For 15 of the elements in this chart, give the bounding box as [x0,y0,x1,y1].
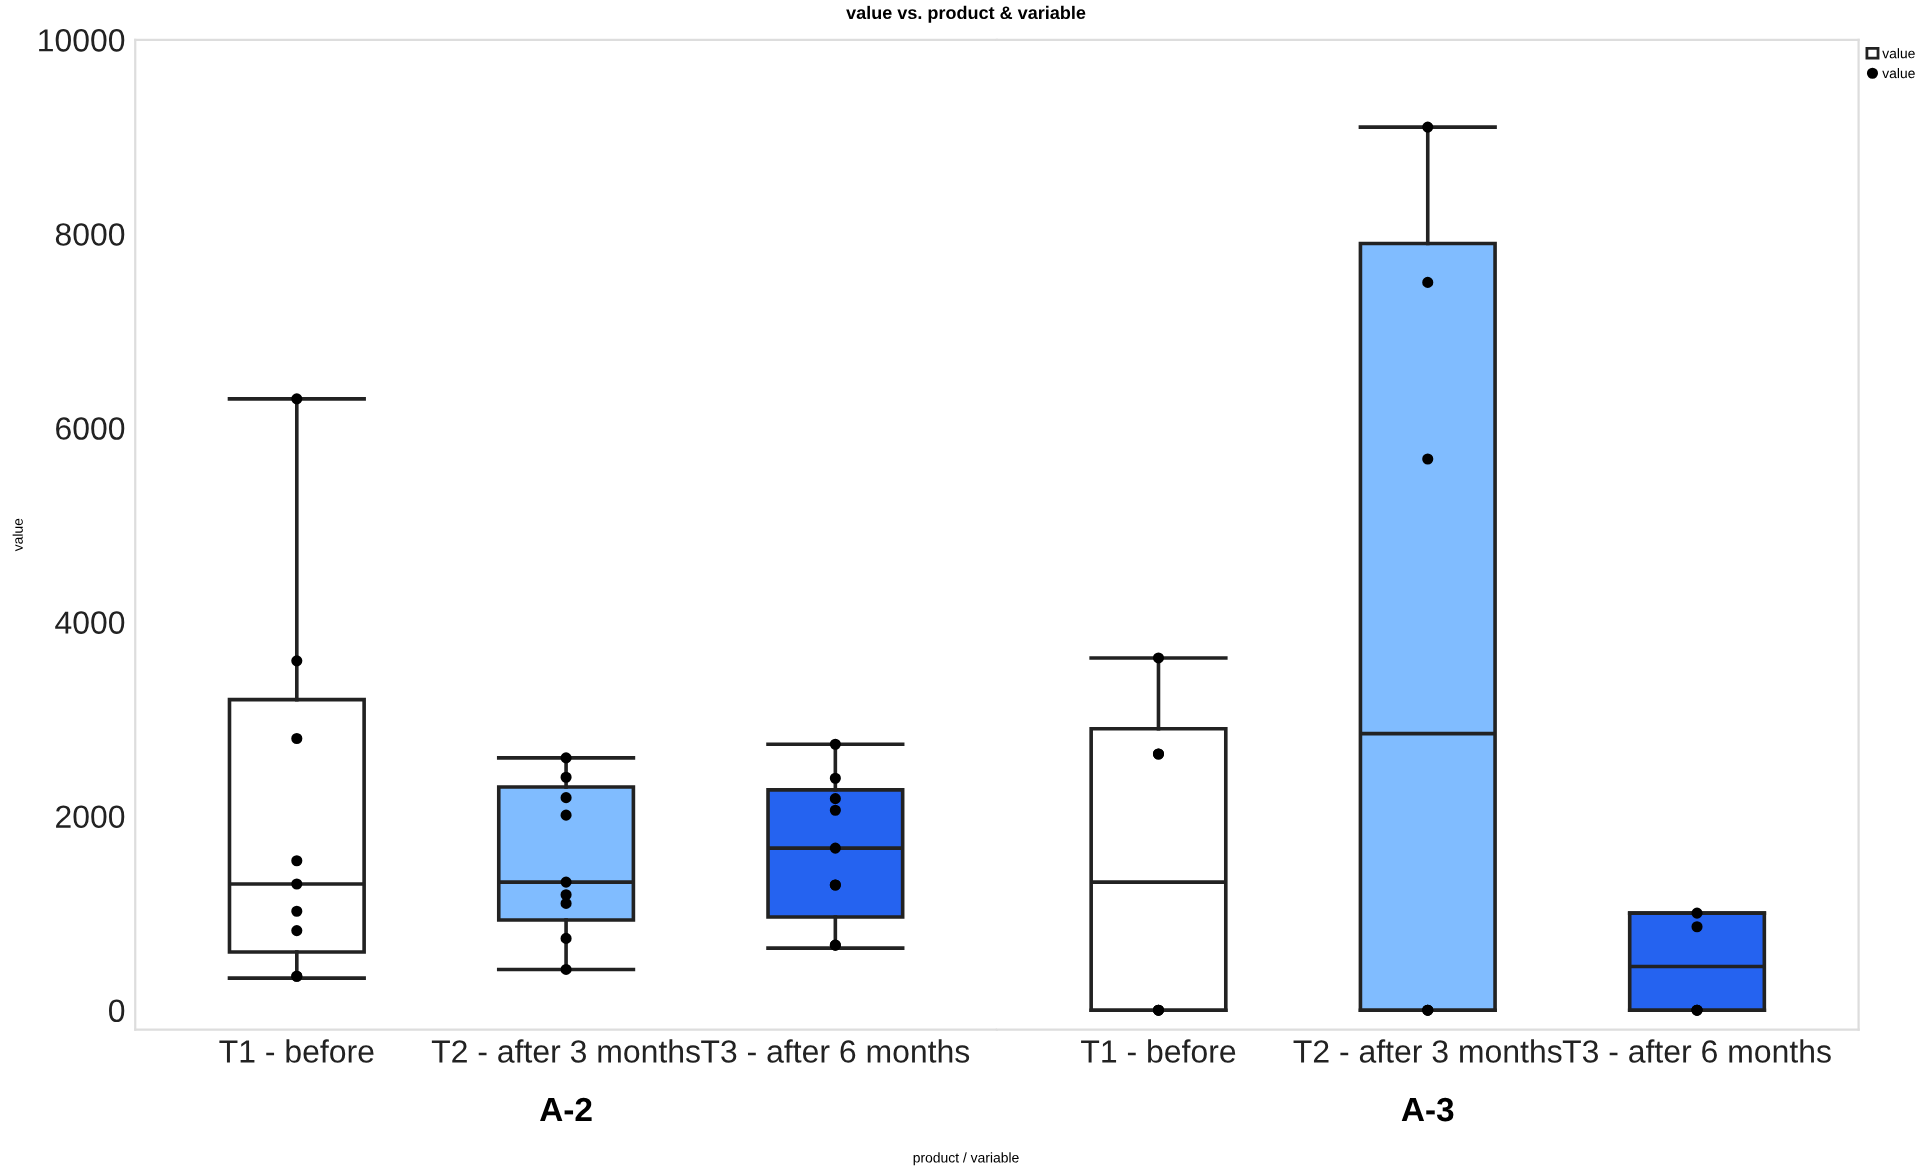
x-axis-title: A-3 [1401,1097,1454,1122]
y-tick-label: 4000 [55,611,125,634]
x-axis-title: A-2 [540,1097,592,1122]
y-tick-label: 8000 [55,223,125,246]
x-tick-label: T2 - after 3 months [1293,1039,1562,1063]
y-tick-label: 0 [109,999,125,1023]
y-tick-label: 6000 [56,417,125,440]
y-tick-label: 2000 [56,805,125,828]
x-tick-label: T1 - before [219,1039,374,1063]
y-tick-label: 10000 [39,29,125,52]
chart-title: value vs. product & variable [846,5,1086,23]
x-tick-label: T3 - after 6 months [701,1039,970,1063]
x-tick-label: T1 - before [1081,1039,1236,1063]
x-tick-label: T2 - after 3 months [431,1039,700,1063]
x-tick-label: T3 - after 6 months [1562,1039,1831,1063]
